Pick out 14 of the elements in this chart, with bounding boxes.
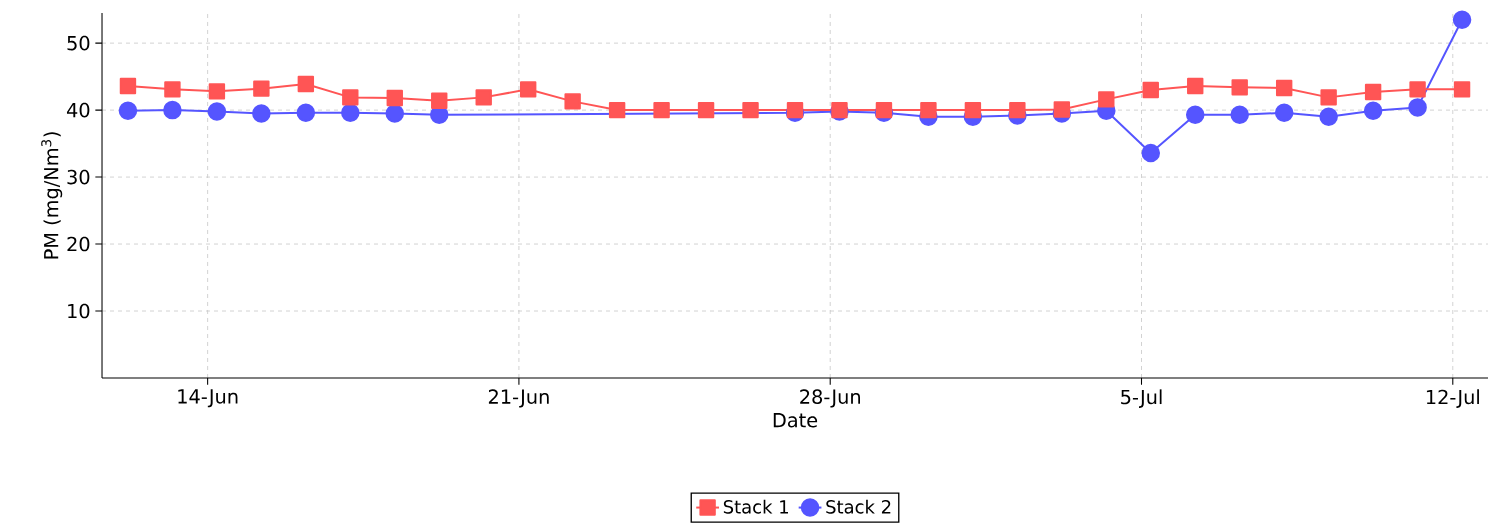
legend-label: Stack 1 [723,499,788,514]
x-tick-label: 28-Jun [800,389,860,408]
x-tick-label: 5-Jul [1121,389,1162,408]
x-tick-label: 21-Jun [488,389,549,408]
x-tick-label: 14-Jun [178,389,238,408]
y-axis-title: PM (mg/Nm$^{3}$) [41,132,63,259]
y-tick-label: 20 [67,236,90,252]
y-tick-label: 50 [67,35,90,51]
x-tick-label: 12-Jul [1426,389,1479,408]
y-tick-label: 10 [68,303,90,319]
y-tick-label: 40 [66,102,90,118]
legend-label: Stack 2 [826,499,891,514]
x-axis-title: Date [773,413,818,428]
y-tick-label: 30 [67,169,90,185]
